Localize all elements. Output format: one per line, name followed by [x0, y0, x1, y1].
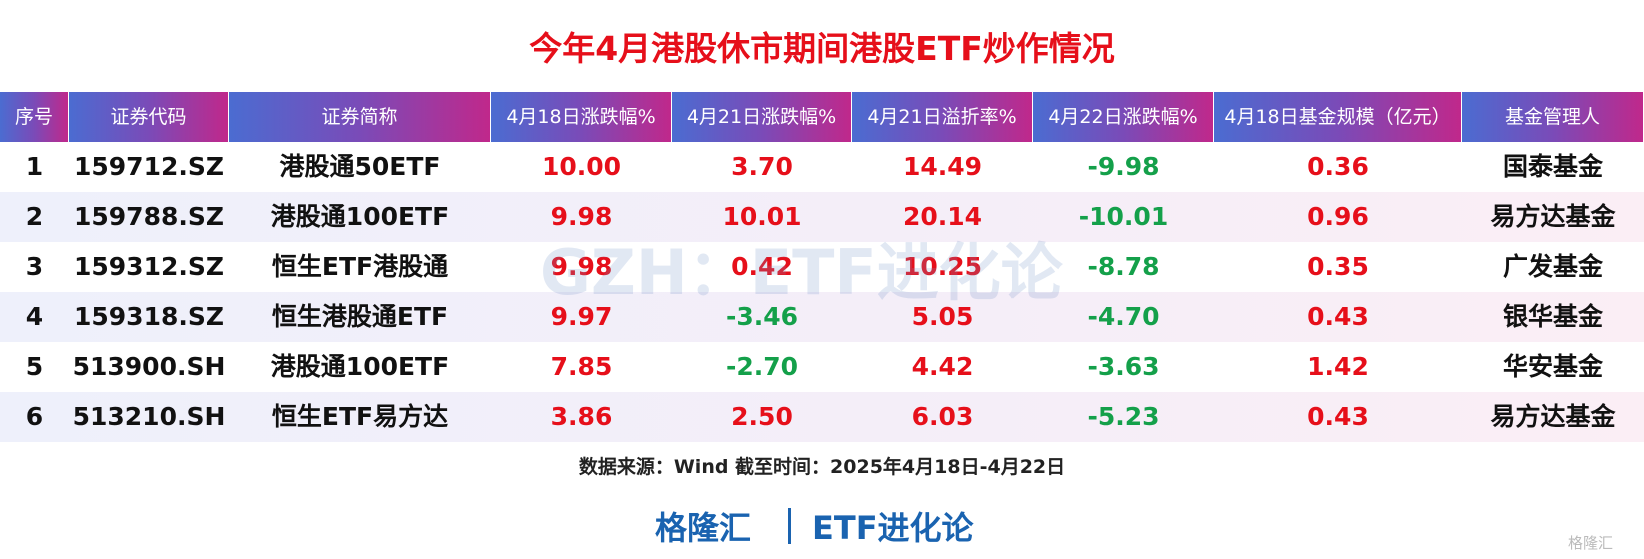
table-cell: 20.14 — [902, 202, 983, 231]
table-cell: 恒生港股通ETF — [271, 302, 449, 331]
table-cell: 159318.SZ — [74, 302, 224, 331]
table-cell: -4.70 — [1087, 302, 1160, 331]
table-cell: 10.25 — [902, 252, 983, 281]
table-cell: 华安基金 — [1502, 352, 1603, 381]
table-row: 1 159712.SZ 港股通50ETF 10.00 3.70 14.49 -9.98 0.3… — [0, 142, 1644, 192]
table-cell: 159788.SZ — [74, 202, 224, 231]
table-cell: 6.03 — [911, 402, 974, 431]
title: 今年4月港股休市期间港股ETF炒作情况 — [529, 29, 1115, 68]
table-cell: -3.46 — [725, 302, 799, 331]
header-cell: 证券简称 — [229, 92, 491, 142]
logo: 格隆汇 — [1568, 534, 1614, 552]
table-cell: 10.00 — [541, 152, 622, 181]
table-cell: 1.42 — [1307, 352, 1369, 381]
table-cell: 9.98 — [550, 252, 613, 281]
table-cell: 0.96 — [1307, 202, 1369, 231]
table-cell: 0.43 — [1307, 402, 1369, 431]
table-cell: 易方达基金 — [1490, 202, 1616, 231]
header-cell: 基金管理人 — [1462, 92, 1644, 142]
table-cell: 159712.SZ — [74, 152, 224, 181]
table-cell: 513900.SH — [72, 352, 226, 381]
header-cell: 4月18日基金规模（亿元） — [1214, 92, 1462, 142]
header-cell: 4月21日溢折率% — [852, 92, 1033, 142]
watermark: GZH：ETF进化论 — [540, 236, 1063, 309]
header-cell: 证券代码 — [69, 92, 229, 142]
table-cell: 国泰基金 — [1502, 152, 1603, 181]
header-cell: 4月21日涨跌幅% — [672, 92, 852, 142]
table-cell: 4 — [25, 302, 44, 331]
table-cell: 恒生ETF易方达 — [271, 402, 449, 431]
table-cell: -2.70 — [725, 352, 799, 381]
table-cell: 0.43 — [1307, 302, 1369, 331]
table-cell: 0.42 — [731, 252, 793, 281]
table-cell: -10.01 — [1078, 202, 1169, 231]
table-cell: 港股通100ETF — [270, 202, 450, 231]
table-cell: 3.86 — [550, 402, 613, 431]
table-row: 6 513210.SH 恒生ETF易方达 3.86 2.50 6.03 -5.23 0.43 易… — [0, 392, 1644, 442]
footer-separator — [788, 508, 791, 544]
header-cell: 4月18日涨跌幅% — [491, 92, 672, 142]
table-cell: 6 — [25, 402, 44, 431]
table-cell: 2 — [25, 202, 44, 231]
table-row: 3 159312.SZ 恒生ETF港股通 9.98 0.42 10.25 -8.78 0.35… — [0, 242, 1644, 292]
table-cell: 5 — [25, 352, 44, 381]
table-row: 2 159788.SZ 港股通100ETF 9.98 10.01 20.14 -10.01 0… — [0, 192, 1644, 242]
table-cell: 3 — [25, 252, 44, 281]
table-cell: 2.50 — [731, 402, 793, 431]
table-cell: 4.42 — [911, 352, 974, 381]
table-cell: -8.78 — [1087, 252, 1160, 281]
table-cell: -3.63 — [1087, 352, 1160, 381]
table-cell: 5.05 — [911, 302, 974, 331]
table-cell: 易方达基金 — [1490, 402, 1616, 431]
table-cell: 0.36 — [1307, 152, 1369, 181]
table-cell: 14.49 — [902, 152, 983, 181]
table-cell: 恒生ETF港股通 — [271, 252, 449, 281]
table-cell: 港股通50ETF — [279, 152, 441, 181]
table-cell: 7.85 — [550, 352, 613, 381]
table-cell: 银华基金 — [1502, 302, 1603, 331]
table-cell: 广发基金 — [1502, 252, 1603, 281]
table-cell: 159312.SZ — [74, 252, 224, 281]
table-cell: 9.97 — [550, 302, 613, 331]
table-cell: 0.35 — [1307, 252, 1369, 281]
footer-brand: 格隆汇 — [655, 509, 752, 547]
table-cell: 9.98 — [550, 202, 613, 231]
header-cell: 4月22日涨跌幅% — [1033, 92, 1214, 142]
table-cell: 3.70 — [731, 152, 793, 181]
table-row: 4 159318.SZ 恒生港股通ETF 9.97 -3.46 5.05 -4.70 0.43… — [0, 292, 1644, 342]
table-cell: 1 — [25, 152, 44, 181]
table-cell: -5.23 — [1087, 402, 1160, 431]
table-cell: -9.98 — [1087, 152, 1160, 181]
table-cell: 513210.SH — [72, 402, 226, 431]
footer-account: ETF进化论 — [812, 509, 974, 547]
header-cell: 序号 — [0, 92, 69, 142]
table-cell: 10.01 — [722, 202, 802, 231]
table-row: 5 513900.SH 港股通100ETF 7.85 -2.70 4.42 -3.63 1.4… — [0, 342, 1644, 392]
table-cell: 港股通100ETF — [270, 352, 450, 381]
source-note: 数据来源：Wind 截至时间：2025年4月18日-4月22日 — [578, 456, 1066, 478]
